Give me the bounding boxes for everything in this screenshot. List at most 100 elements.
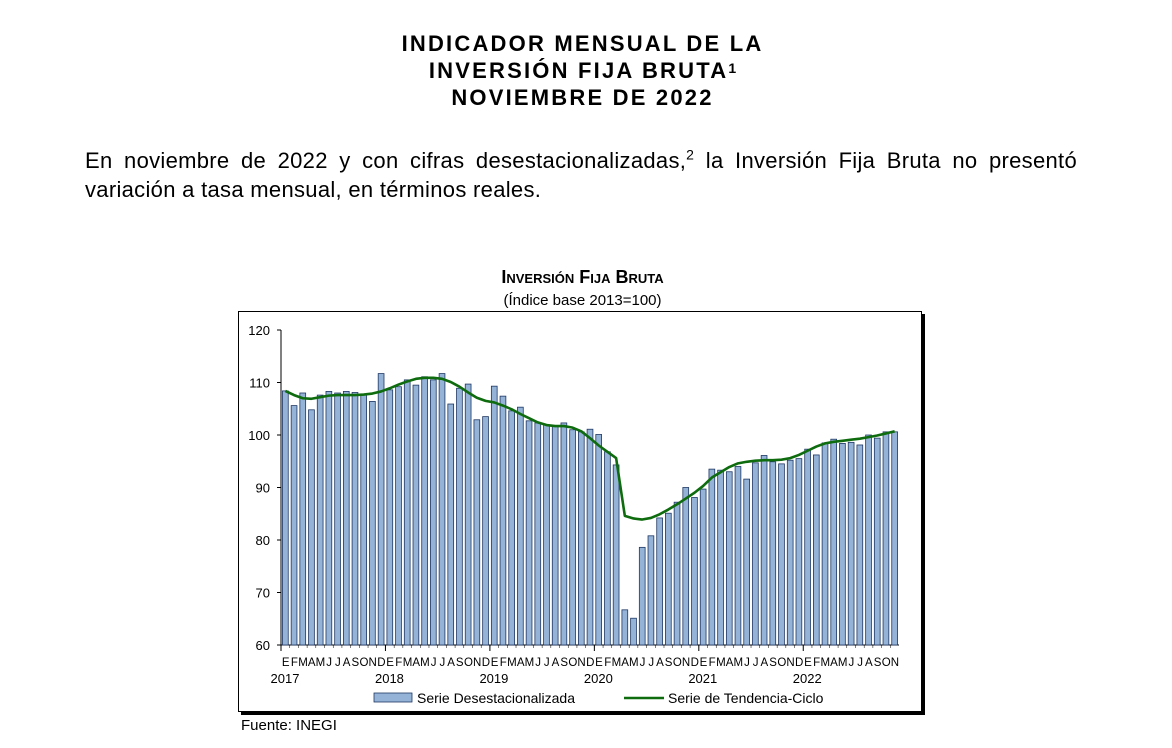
month-label: A xyxy=(761,657,769,669)
month-label: A xyxy=(621,657,629,669)
month-label: A xyxy=(656,657,664,669)
y-tick-label: 80 xyxy=(256,533,270,548)
month-label: A xyxy=(726,657,734,669)
month-label: J xyxy=(648,657,653,669)
title-footnote: 1 xyxy=(728,60,737,76)
legend-bar-label: Serie Desestacionalizada xyxy=(417,690,575,706)
bar xyxy=(734,466,742,646)
year-label: 2020 xyxy=(584,671,613,686)
month-label: D xyxy=(482,657,490,669)
month-label: M xyxy=(629,657,638,669)
month-label: N xyxy=(473,657,481,669)
month-label: A xyxy=(412,657,420,669)
bar xyxy=(447,403,455,646)
bar xyxy=(377,373,385,646)
month-label: A xyxy=(343,657,351,669)
bar xyxy=(647,535,655,646)
month-label: S xyxy=(351,657,359,669)
month-label: J xyxy=(857,657,862,669)
bar xyxy=(334,392,341,646)
bar xyxy=(403,379,411,646)
year-label: 2017 xyxy=(271,671,300,686)
bar xyxy=(508,410,515,646)
bar xyxy=(630,617,637,646)
month-label: F xyxy=(291,657,298,669)
bar xyxy=(778,463,785,646)
bar xyxy=(638,546,646,646)
bar xyxy=(604,451,611,646)
bar xyxy=(856,444,864,646)
month-label: O xyxy=(673,657,682,669)
bar xyxy=(499,395,507,646)
bar xyxy=(473,419,481,646)
chart-subtitle: (Índice base 2013=100) xyxy=(503,292,662,309)
legend-line-label: Serie de Tendencia-Ciclo xyxy=(668,690,824,706)
month-label: J xyxy=(849,657,854,669)
month-label: A xyxy=(308,657,316,669)
bar xyxy=(342,391,350,646)
month-label: E xyxy=(491,657,499,669)
legend-bar-swatch xyxy=(373,692,413,703)
bar xyxy=(430,379,437,646)
month-label: M xyxy=(507,657,516,669)
bar xyxy=(412,384,420,646)
bar xyxy=(656,517,663,646)
month-label: S xyxy=(769,657,777,669)
bar xyxy=(839,442,846,646)
bar xyxy=(786,459,794,646)
month-label: N xyxy=(577,657,585,669)
month-label: A xyxy=(830,657,838,669)
title-line-2: INVERSIÓN FIJA BRUTA1 xyxy=(428,58,737,83)
month-label: A xyxy=(552,657,560,669)
month-label: O xyxy=(882,657,891,669)
month-label: F xyxy=(813,657,820,669)
month-label: D xyxy=(377,657,385,669)
bar xyxy=(438,373,446,646)
bar xyxy=(708,468,716,646)
bar xyxy=(534,422,542,646)
bar xyxy=(351,392,359,646)
bar xyxy=(290,405,298,646)
bar xyxy=(830,438,838,646)
month-label: O xyxy=(464,657,473,669)
month-label: N xyxy=(786,657,794,669)
month-label: M xyxy=(612,657,621,669)
month-label: J xyxy=(744,657,749,669)
month-label: J xyxy=(544,657,549,669)
bar xyxy=(804,448,811,646)
month-label: M xyxy=(716,657,725,669)
bar xyxy=(482,416,489,646)
bar xyxy=(699,488,707,646)
bar xyxy=(464,383,472,646)
month-label: F xyxy=(604,657,611,669)
year-label: 2021 xyxy=(688,671,717,686)
bar xyxy=(490,385,498,646)
month-label: E xyxy=(804,657,812,669)
month-label: S xyxy=(665,657,673,669)
month-label: M xyxy=(821,657,830,669)
bar xyxy=(813,454,820,646)
month-label: A xyxy=(865,657,873,669)
y-tick-label: 100 xyxy=(248,428,270,443)
bar xyxy=(595,434,603,646)
month-label: A xyxy=(447,657,455,669)
bar xyxy=(386,389,394,646)
month-label: M xyxy=(838,657,847,669)
paragraph-footnote: 2 xyxy=(686,146,695,163)
bar xyxy=(299,392,307,646)
title-line-1: INDICADOR MENSUAL DE LA xyxy=(401,31,764,56)
month-label: J xyxy=(326,657,331,669)
chart-title: Inversión Fija Bruta xyxy=(501,267,664,287)
bar xyxy=(517,406,524,646)
source-note: Fuente: INEGI xyxy=(241,717,337,734)
month-label: D xyxy=(691,657,699,669)
bar xyxy=(673,501,681,646)
year-label: 2018 xyxy=(375,671,404,686)
month-label: J xyxy=(753,657,758,669)
bar xyxy=(821,442,829,646)
month-label: M xyxy=(420,657,429,669)
month-label: J xyxy=(335,657,340,669)
bar xyxy=(882,431,890,646)
month-label: O xyxy=(568,657,577,669)
